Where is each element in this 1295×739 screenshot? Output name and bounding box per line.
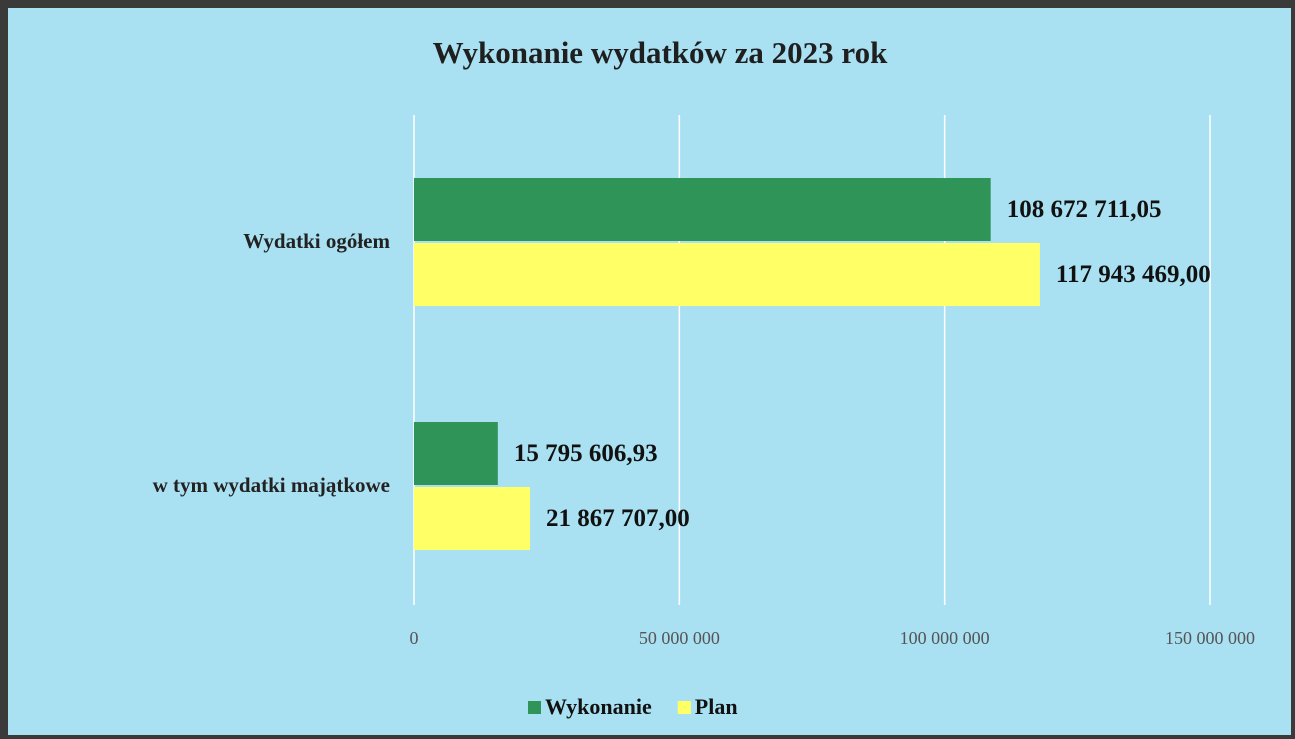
legend-swatch bbox=[677, 701, 691, 714]
value-label: 108 672 711,05 bbox=[1007, 196, 1162, 223]
legend-label: Plan bbox=[695, 694, 738, 719]
bar bbox=[414, 178, 991, 241]
x-tick-label: 50 000 000 bbox=[639, 628, 720, 648]
legend-swatch bbox=[528, 701, 541, 714]
value-label: 15 795 606,93 bbox=[514, 440, 658, 467]
x-tick-label: 0 bbox=[410, 628, 419, 648]
chart-title: Wykonanie wydatków za 2023 rok bbox=[433, 35, 888, 70]
bar bbox=[414, 422, 498, 485]
category-label: w tym wydatki majątkowe bbox=[153, 473, 390, 497]
x-tick-label: 150 000 000 bbox=[1165, 628, 1255, 648]
category-label: Wydatki ogółem bbox=[243, 229, 390, 253]
value-label: 21 867 707,00 bbox=[546, 505, 690, 532]
bar bbox=[414, 487, 531, 550]
legend-label: Wykonanie bbox=[545, 694, 652, 719]
bar bbox=[414, 243, 1040, 306]
value-label: 117 943 469,00 bbox=[1056, 261, 1211, 288]
x-tick-label: 100 000 000 bbox=[900, 628, 990, 648]
